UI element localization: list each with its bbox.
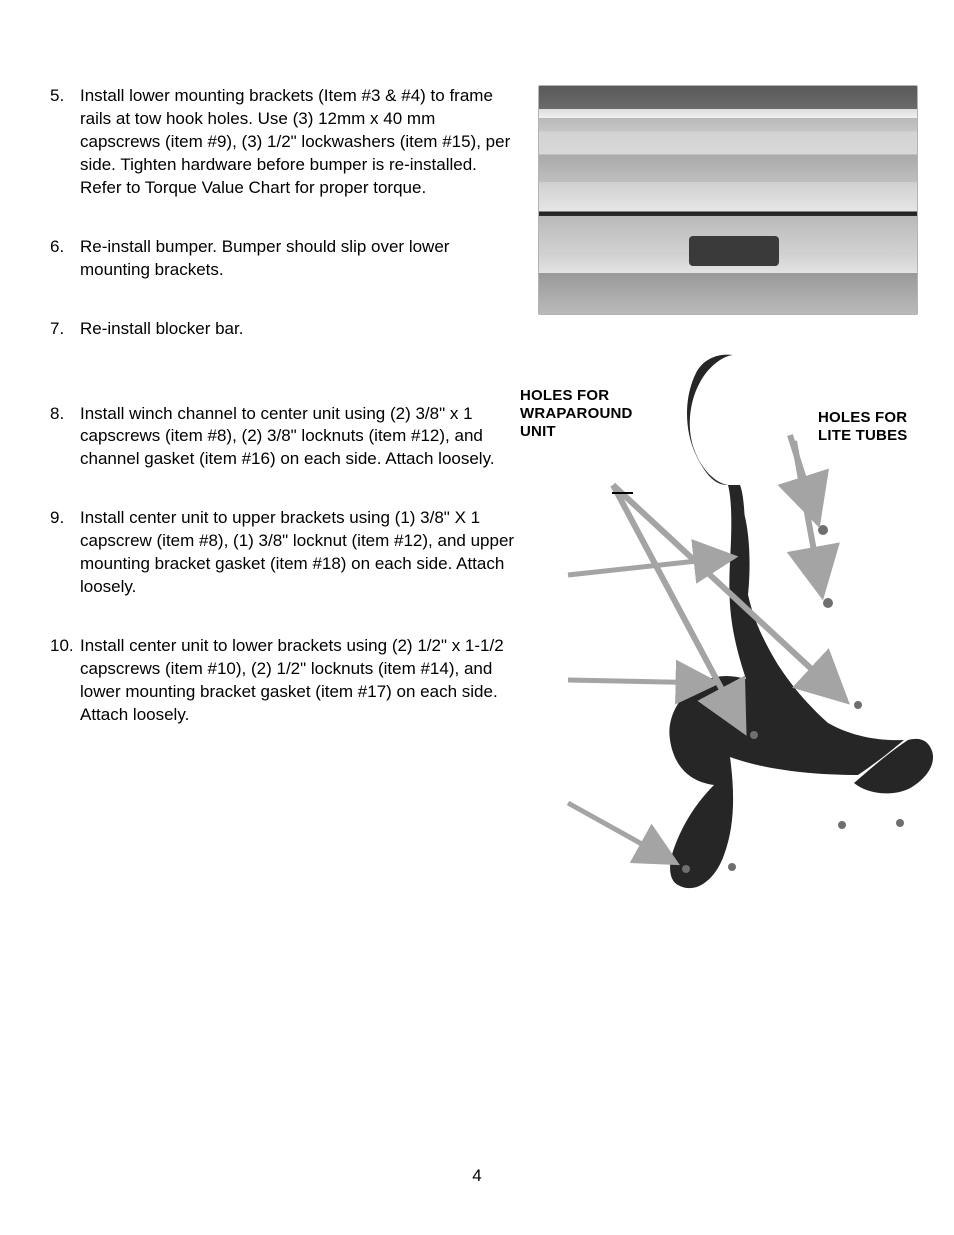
step-8: 8. Install winch channel to center unit …	[50, 403, 520, 472]
step-number: 7.	[50, 318, 80, 341]
figure-bracket-diagram	[508, 345, 938, 905]
hole-lite-tube-2	[823, 598, 833, 608]
figures-column: HOLES FOR WRAPAROUND UNIT HOLES FOR LITE…	[538, 85, 918, 315]
hole-lite-tube-1	[818, 525, 828, 535]
step-5: 5. Install lower mounting brackets (Item…	[50, 85, 520, 200]
step-number: 6.	[50, 236, 80, 282]
step-number: 5.	[50, 85, 80, 200]
step-6: 6. Re-install bumper. Bumper should slip…	[50, 236, 520, 282]
step-text: Install winch channel to center unit usi…	[80, 403, 520, 472]
instruction-steps-column: 5. Install lower mounting brackets (Item…	[50, 85, 520, 763]
instruction-list: 5. Install lower mounting brackets (Item…	[50, 85, 520, 727]
step-text: Install center unit to lower brackets us…	[80, 635, 520, 727]
page-body: 5. Install lower mounting brackets (Item…	[50, 85, 904, 763]
step-10: 10. Install center unit to lower bracket…	[50, 635, 520, 727]
hole-6	[682, 865, 690, 873]
hole-5	[728, 863, 736, 871]
step-number: 10.	[50, 635, 80, 727]
bracket-svg	[508, 345, 938, 905]
hole-wraparound-1	[854, 701, 862, 709]
figure-bumper-photo	[538, 85, 918, 315]
step-text: Install center unit to upper brackets us…	[80, 507, 520, 599]
page-number: 4	[0, 1166, 954, 1186]
step-text: Re-install bumper. Bumper should slip ov…	[80, 236, 520, 282]
step-9: 9. Install center unit to upper brackets…	[50, 507, 520, 599]
step-7: 7. Re-install blocker bar.	[50, 318, 520, 341]
bracket-in-bumper	[689, 236, 779, 266]
step-text: Install lower mounting brackets (Item #3…	[80, 85, 520, 200]
step-number: 9.	[50, 507, 80, 599]
hole-3	[838, 821, 846, 829]
step-number: 8.	[50, 403, 80, 472]
step-text: Re-install blocker bar.	[80, 318, 520, 341]
hole-wraparound-2	[750, 731, 758, 739]
hole-4	[896, 819, 904, 827]
